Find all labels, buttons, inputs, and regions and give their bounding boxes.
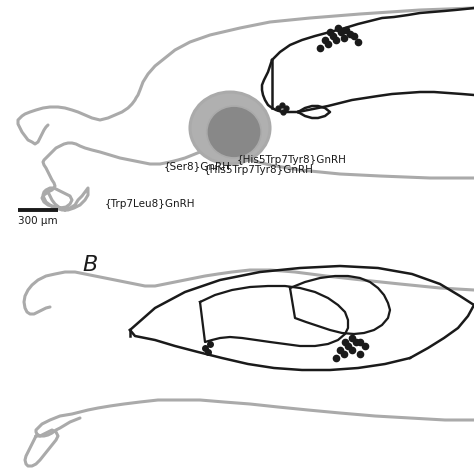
Text: 300 μm: 300 μm xyxy=(18,216,58,226)
Text: {Ser8}GnRH: {Ser8}GnRH xyxy=(164,161,230,171)
Text: {Trp7Leu8}GnRH: {Trp7Leu8}GnRH xyxy=(104,199,195,209)
Text: {His5Trp7Tyr8}GnRH: {His5Trp7Tyr8}GnRH xyxy=(237,155,347,165)
Text: {His5Trp7Tyr8}GnRH: {His5Trp7Tyr8}GnRH xyxy=(204,165,314,175)
Ellipse shape xyxy=(207,106,261,158)
Text: B: B xyxy=(82,255,98,275)
Ellipse shape xyxy=(190,92,270,164)
